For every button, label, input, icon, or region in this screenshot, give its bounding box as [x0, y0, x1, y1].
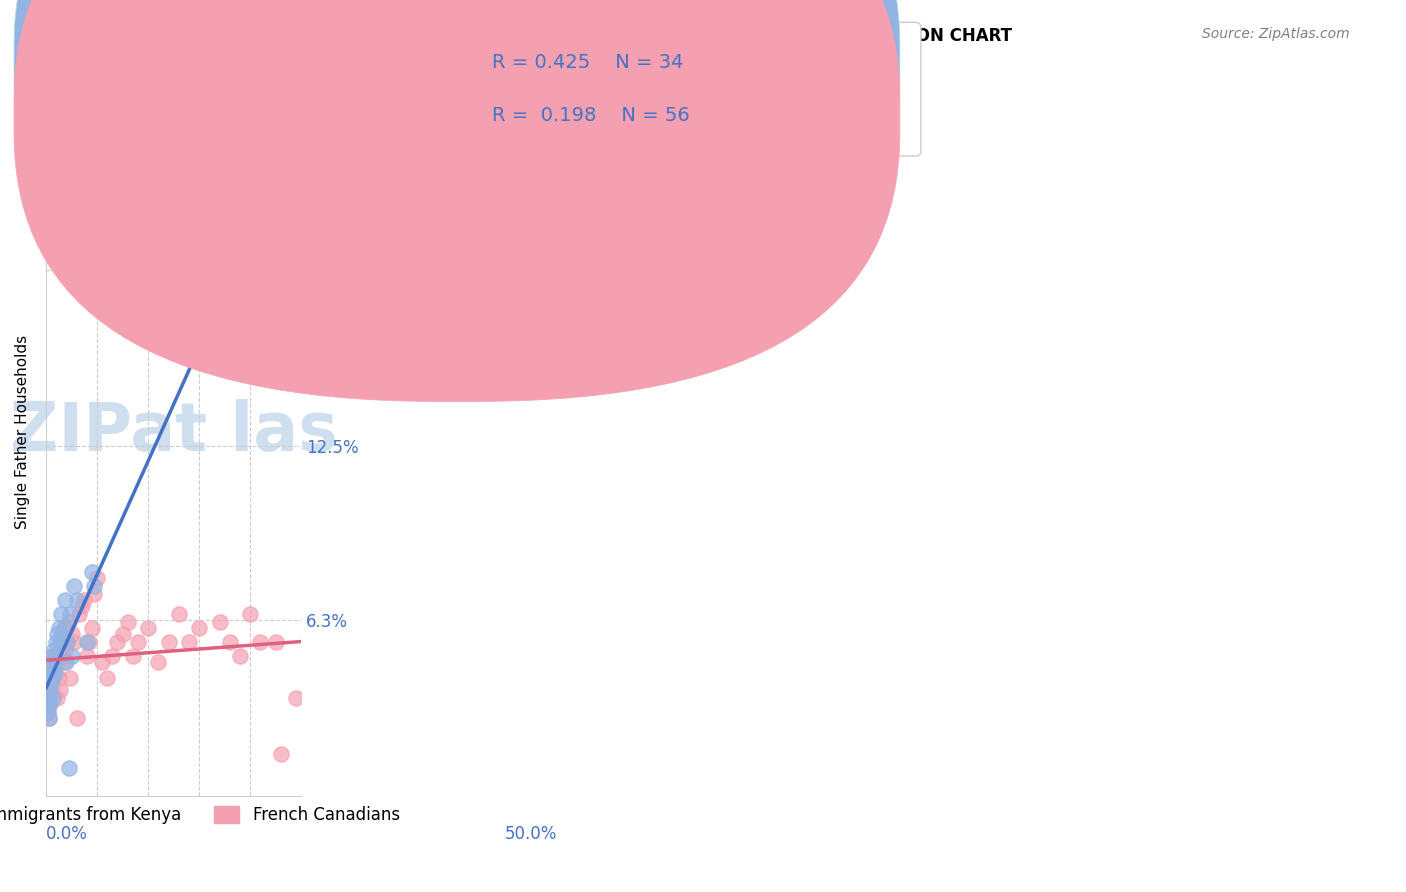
Point [111, 626, 134, 640]
Point [121, 648, 143, 663]
Point [38, 697, 60, 711]
Point [51, 635, 73, 649]
Point [58, 761, 80, 775]
Point [60, 648, 83, 663]
Text: Source: ZipAtlas.com: Source: ZipAtlas.com [1202, 27, 1350, 41]
Point [80, 621, 103, 635]
Point [91, 655, 114, 669]
Point [44, 648, 66, 663]
Point [96, 671, 118, 685]
Point [264, 635, 287, 649]
Text: 50.0%: 50.0% [505, 825, 557, 843]
Point [37, 690, 59, 705]
Point [79, 635, 101, 649]
Point [136, 621, 159, 635]
Point [83, 587, 105, 601]
Point [35, 690, 58, 705]
Point [56, 635, 79, 649]
Point [35, 699, 58, 714]
Point [76, 635, 98, 649]
Point [56, 635, 79, 649]
Text: R =  0.198    N = 56: R = 0.198 N = 56 [492, 106, 690, 126]
Point [39, 655, 62, 669]
Point [55, 655, 77, 669]
Point [60, 626, 83, 640]
Point [52, 655, 75, 669]
Y-axis label: Single Father Households: Single Father Households [15, 335, 30, 529]
Point [49, 635, 72, 649]
Point [46, 626, 69, 640]
Text: R = 0.425    N = 34: R = 0.425 N = 34 [492, 53, 683, 72]
Point [38, 682, 60, 697]
Point [107, 635, 129, 649]
Point [52, 621, 75, 635]
Point [44, 660, 66, 674]
Point [59, 671, 82, 685]
Point [270, 747, 292, 761]
Point [73, 593, 96, 607]
Point [37, 705, 59, 719]
Point [117, 615, 139, 630]
Point [76, 648, 98, 663]
Point [51, 607, 73, 621]
Point [83, 579, 105, 593]
Point [55, 621, 77, 635]
Point [39, 671, 62, 685]
Point [65, 710, 87, 724]
Text: 0.0%: 0.0% [46, 825, 87, 843]
Point [51, 648, 73, 663]
Text: ZIPat las: ZIPat las [10, 400, 337, 466]
Point [42, 643, 65, 657]
Point [101, 648, 124, 663]
Point [42, 663, 65, 677]
Point [45, 648, 67, 663]
Point [59, 607, 82, 621]
Point [58, 615, 80, 630]
Point [80, 565, 103, 579]
Point [188, 621, 211, 635]
Point [39, 663, 62, 677]
Point [48, 671, 70, 685]
Point [218, 635, 240, 649]
Point [38, 697, 60, 711]
Point [45, 635, 67, 649]
Legend: Immigrants from Kenya, French Canadians: Immigrants from Kenya, French Canadians [0, 799, 406, 831]
Point [37, 699, 59, 714]
Point [49, 682, 72, 697]
Point [285, 690, 308, 705]
Point [157, 635, 180, 649]
Point [65, 593, 87, 607]
Point [38, 710, 60, 724]
Point [38, 677, 60, 691]
Point [148, 655, 170, 669]
Point [41, 648, 63, 663]
Point [239, 607, 262, 621]
Text: IMMIGRANTS FROM KENYA VS FRENCH CANADIAN SINGLE FATHER HOUSEHOLDS CORRELATION CH: IMMIGRANTS FROM KENYA VS FRENCH CANADIAN… [56, 27, 1012, 45]
Point [249, 635, 271, 649]
Point [37, 705, 59, 719]
Point [208, 615, 231, 630]
Point [167, 607, 190, 621]
Point [229, 648, 252, 663]
Point [70, 599, 93, 613]
Point [44, 665, 66, 680]
Point [51, 626, 73, 640]
Point [41, 682, 63, 697]
Point [38, 710, 60, 724]
Point [45, 655, 67, 669]
Point [63, 635, 86, 649]
Point [177, 635, 200, 649]
Point [39, 682, 62, 697]
Point [55, 643, 77, 657]
Point [42, 690, 65, 705]
Point [86, 571, 108, 585]
Point [67, 607, 90, 621]
Point [127, 635, 149, 649]
Point [55, 593, 77, 607]
Point [48, 621, 70, 635]
Point [41, 671, 63, 685]
Point [63, 579, 86, 593]
Point [46, 690, 69, 705]
Point [39, 677, 62, 691]
